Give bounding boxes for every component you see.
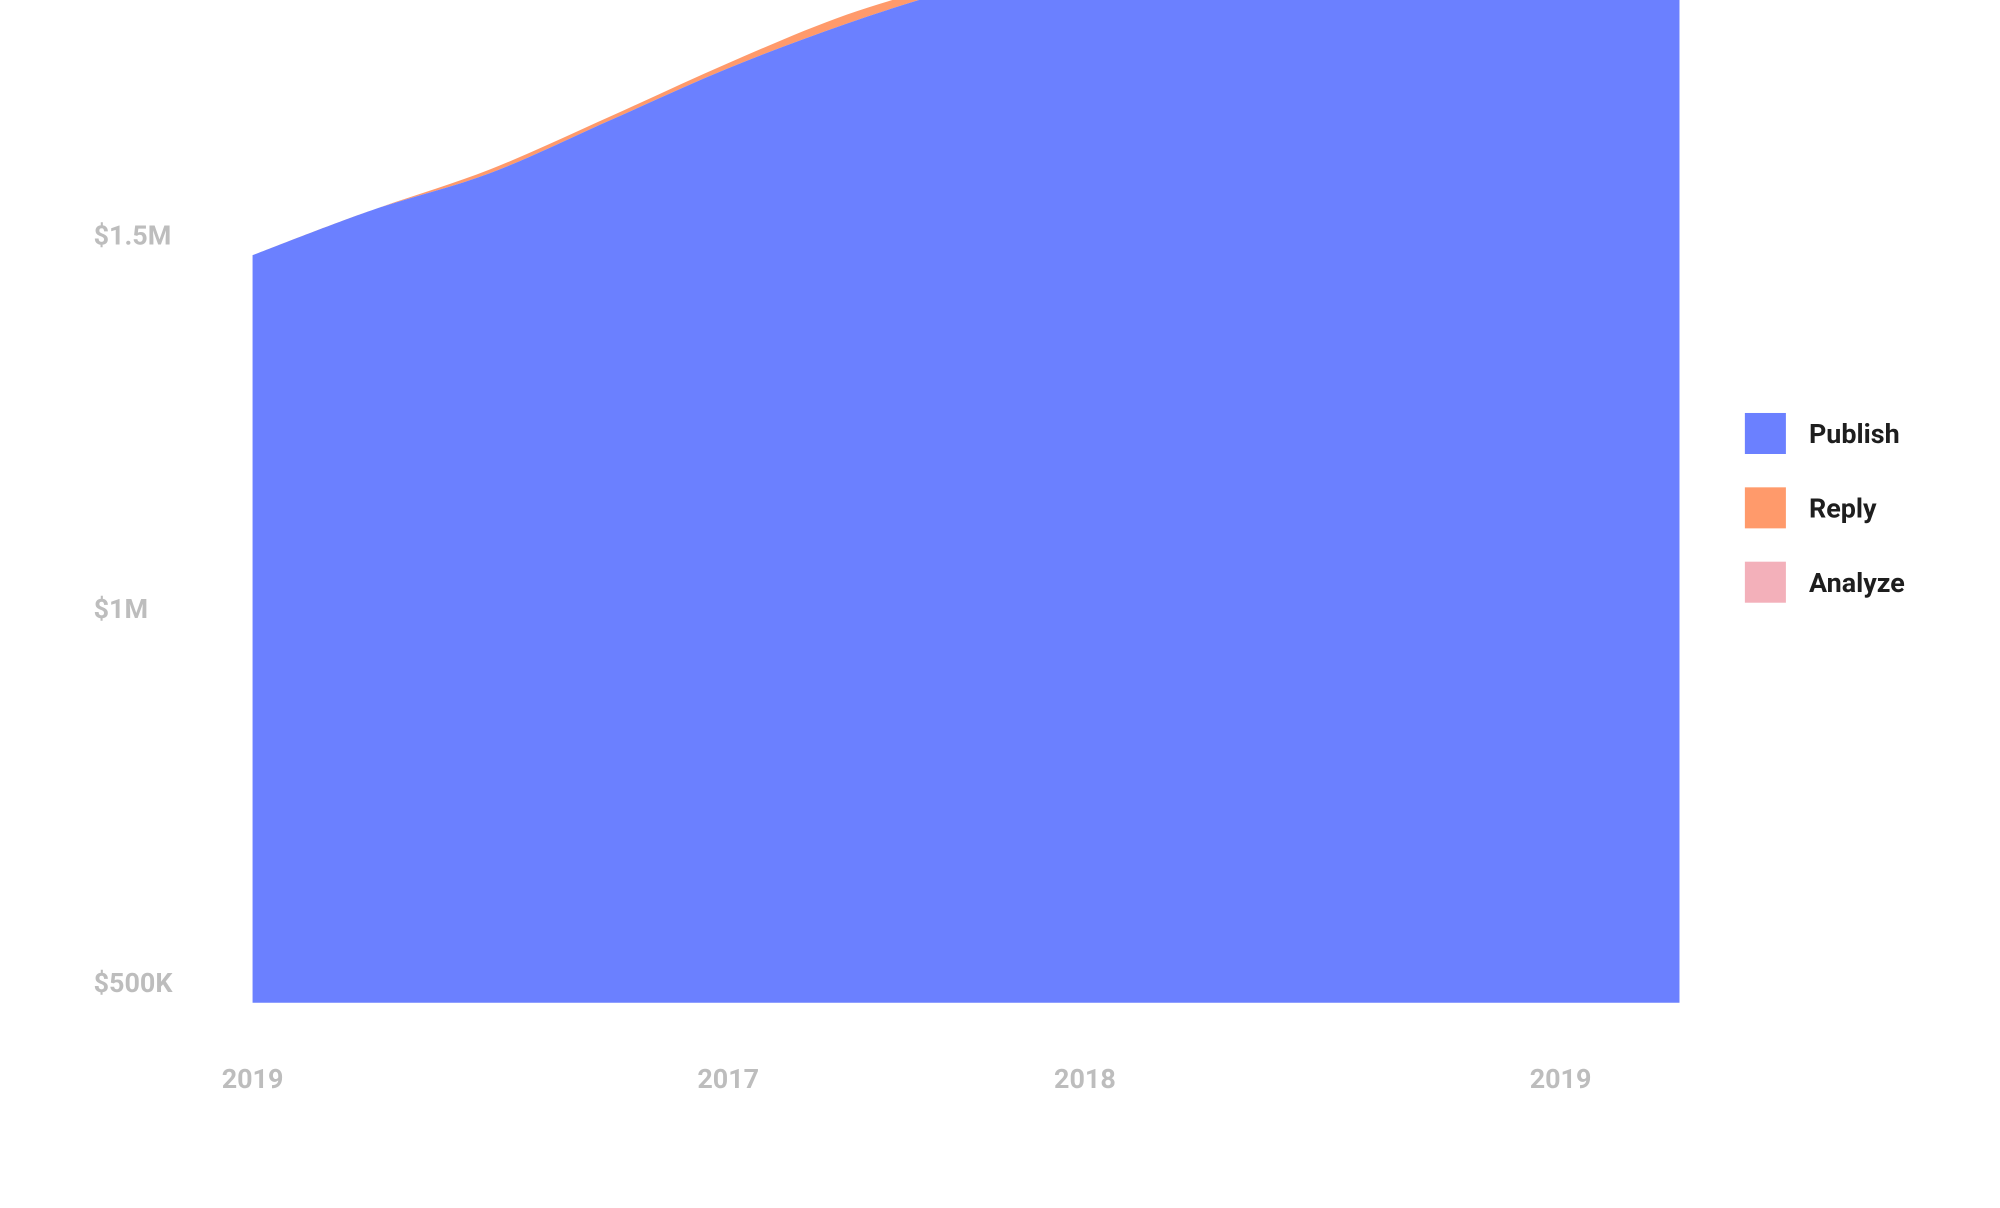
legend-label: Analyze (1809, 567, 1905, 599)
x-tick-label: 2017 (697, 1063, 759, 1095)
legend-label: Reply (1809, 493, 1877, 525)
legend-swatch (1744, 487, 1786, 529)
x-tick-label: 2019 (222, 1063, 284, 1095)
area (252, 0, 919, 256)
legend-swatch (1744, 412, 1786, 454)
y-tick-label: $1.5M (94, 219, 172, 251)
y-tick-label: $500K (94, 967, 174, 999)
x-tick-label: 2019 (1530, 1063, 1592, 1095)
legend-label: Publish (1809, 418, 1900, 450)
y-tick-label: $1M (94, 593, 148, 625)
x-tick-label: 2018 (1054, 1063, 1116, 1095)
legend-swatch (1744, 561, 1786, 603)
area (252, 0, 1680, 1003)
